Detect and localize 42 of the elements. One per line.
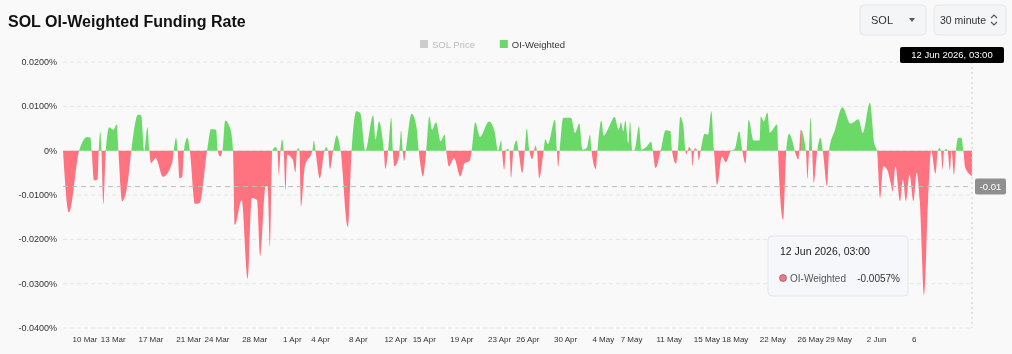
x-tick-label: 12 Apr — [384, 335, 408, 344]
y-tick-label: -0.0100% — [18, 190, 57, 201]
y-tick-label: -0.0300% — [18, 278, 57, 289]
y-tick-label: -0.0200% — [18, 234, 57, 245]
x-tick-label: 1 Apr — [282, 335, 302, 344]
annotation: -0.0057% — [857, 272, 901, 284]
x-tick-label: 21 Mar — [176, 335, 202, 344]
x-tick-label: 23 Apr — [488, 335, 512, 344]
x-tick-label: 17 Mar — [138, 335, 164, 344]
x-tick-label: 22 May — [759, 335, 787, 344]
x-tick-label: 6 — [912, 335, 918, 344]
annotation: 12 Jun 2026, 03:00 — [780, 245, 871, 257]
y-tick-label: -0.0400% — [18, 323, 57, 334]
tooltip: 12 Jun 2026, 03:00 OI-Weighted -0.0057% — [767, 235, 909, 297]
select-field: SOL — [859, 4, 927, 36]
x-tick-label: 8 Apr — [348, 335, 368, 344]
select-field: 30 minute — [933, 4, 1007, 36]
x-tick-label: 28 Mar — [242, 335, 268, 344]
x-tick-label: 15 May — [693, 335, 721, 344]
x-tick-label: 4 Apr — [311, 335, 331, 344]
x-tick-label: 24 Mar — [204, 335, 230, 344]
x-tick-label: 11 May — [656, 335, 683, 344]
x-tick-label: 2 Jun — [866, 335, 887, 344]
y-tick-label: 0.0200% — [21, 57, 57, 68]
x-tick-label: 30 Apr — [554, 335, 578, 344]
text: OI-Weighted — [511, 39, 565, 50]
x-tick-label: 26 Apr — [516, 335, 540, 344]
x-tick-label: 18 May — [722, 335, 749, 344]
chart-title: SOL OI-Weighted Funding Rate — [8, 13, 246, 30]
x-tick-label: 13 Mar — [100, 335, 127, 344]
ref-line-label: 12 Jun 2026, 03:00 — [911, 49, 993, 61]
x-tick-label: 15 Apr — [412, 335, 437, 344]
x-tick-label: 10 Mar — [72, 335, 98, 344]
x-tick-label: 26 May — [797, 335, 824, 344]
y-tick-label: 0.0100% — [21, 101, 57, 112]
legend-label: OI-Weighted — [790, 272, 846, 284]
x-tick-label: 7 May — [620, 335, 643, 344]
y-tick-label: 0% — [43, 145, 57, 156]
x-tick-label: 19 Apr — [450, 335, 474, 344]
x-tick-label: 29 May — [825, 335, 853, 344]
ref-line-label: -0.01 — [979, 180, 1002, 192]
x-tick-label: 4 May — [592, 335, 615, 344]
